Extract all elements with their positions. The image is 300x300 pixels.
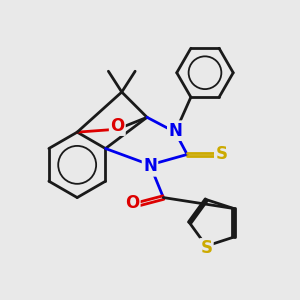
Text: N: N (168, 122, 182, 140)
Text: S: S (215, 146, 227, 164)
Text: O: O (110, 117, 124, 135)
Text: S: S (200, 239, 212, 257)
Text: N: N (143, 157, 157, 175)
Text: O: O (125, 194, 139, 212)
